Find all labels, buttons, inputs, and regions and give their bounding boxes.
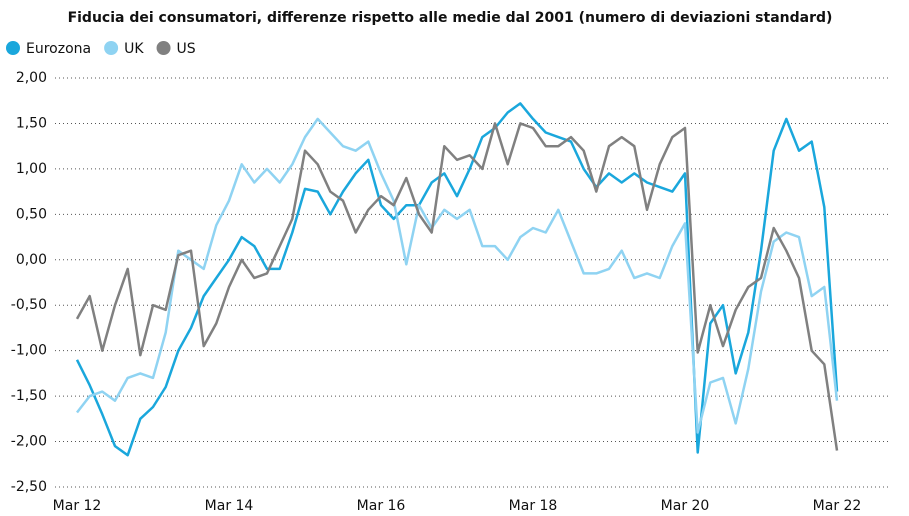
y-tick-label: -0,50 (11, 297, 47, 313)
y-tick-label: -1,50 (11, 388, 47, 404)
y-tick-label: 2,00 (16, 70, 47, 86)
legend-swatch (104, 41, 119, 55)
x-tick-label: Mar 16 (357, 498, 406, 514)
series-line (76, 117, 839, 434)
series-line (75, 122, 839, 451)
legend-label: US (177, 41, 196, 57)
chart-title: Fiducia dei consumatori, differenze risp… (68, 10, 833, 26)
y-tick-label: 0,00 (16, 252, 47, 268)
x-tick-label: Mar 14 (205, 498, 254, 514)
x-tick-label: Mar 18 (509, 498, 558, 514)
y-tick-label: 1,00 (16, 161, 47, 177)
y-tick-label: -2,00 (11, 434, 47, 450)
y-tick-label: 1,50 (16, 115, 47, 131)
series-line (75, 102, 839, 457)
x-tick-label: Mar 12 (53, 498, 102, 514)
y-tick-label: 0,50 (16, 206, 47, 222)
y-tick-label: -2,50 (11, 479, 47, 495)
legend-label: UK (124, 41, 144, 57)
legend-swatch (6, 41, 20, 55)
legend-swatch (156, 41, 171, 55)
x-tick-label: Mar 20 (661, 498, 710, 514)
legend-label: Eurozona (26, 41, 91, 57)
x-tick-label: Mar 22 (813, 498, 862, 514)
y-tick-label: -1,00 (11, 343, 47, 359)
